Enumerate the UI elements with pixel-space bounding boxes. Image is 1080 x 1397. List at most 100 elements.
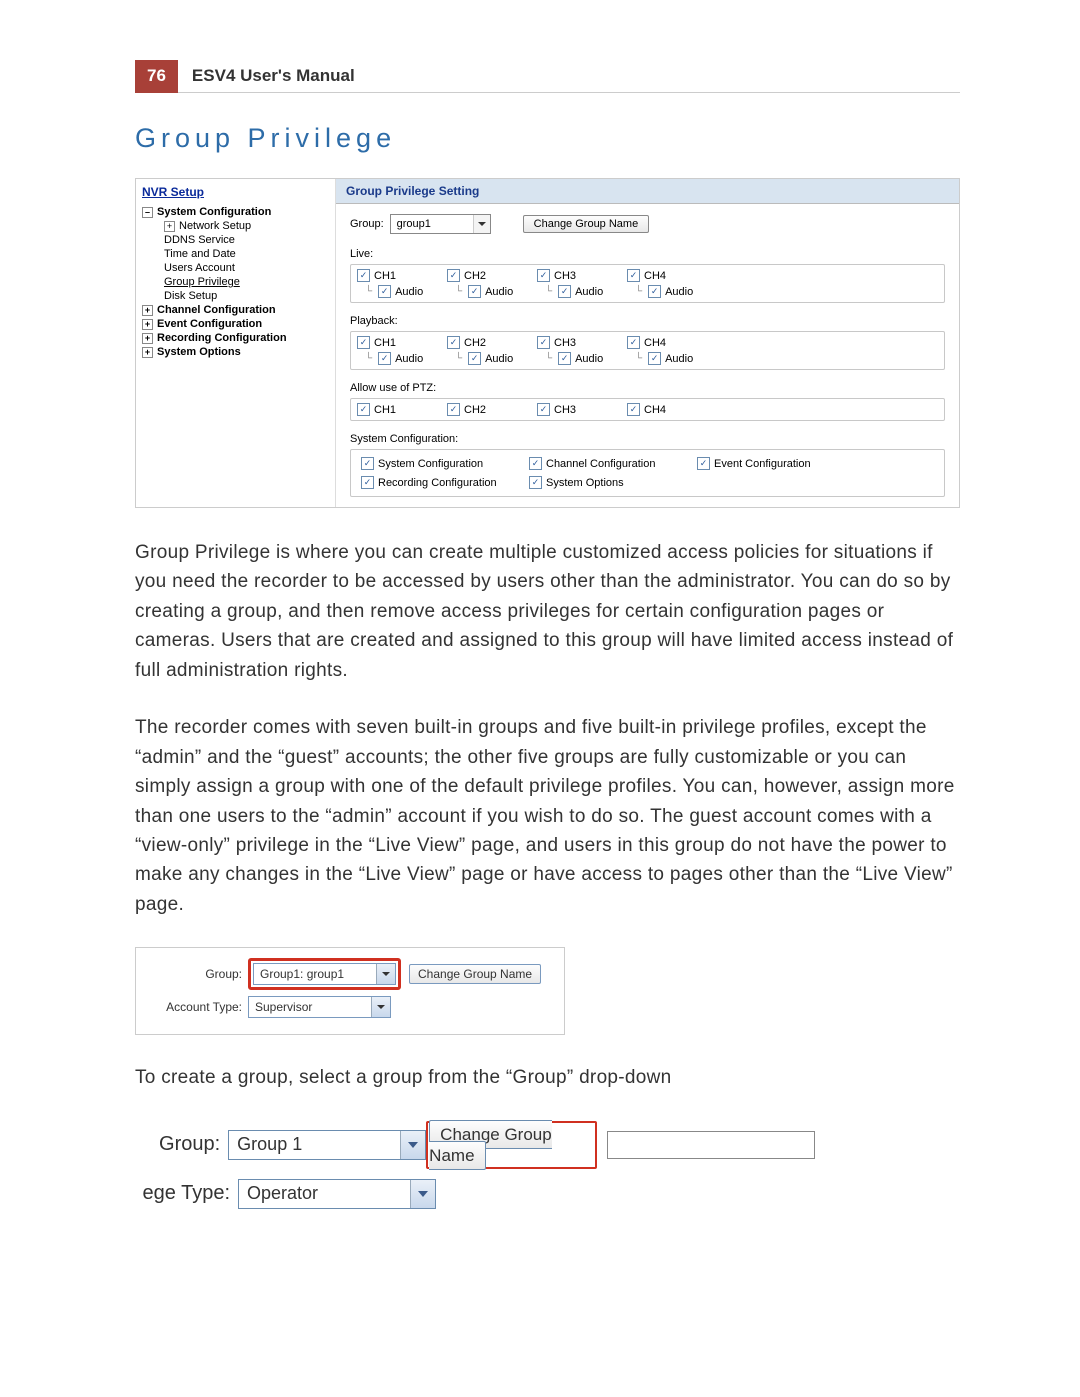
channel-checkbox[interactable]: ✓CH1 — [357, 269, 447, 282]
live-label: Live: — [350, 248, 945, 260]
checkbox-icon: ✓ — [627, 269, 640, 282]
checkbox-icon: ✓ — [537, 269, 550, 282]
highlight-box: Group1: group1 — [248, 958, 401, 990]
chevron-down-icon[interactable] — [410, 1180, 435, 1208]
audio-checkbox[interactable]: └✓Audio — [447, 352, 537, 365]
checkbox-icon: ✓ — [627, 336, 640, 349]
change-group-name-button[interactable]: Change Group Name — [523, 215, 650, 233]
chevron-down-icon[interactable] — [473, 215, 490, 233]
sysconf-checkbox[interactable]: ✓System Configuration — [357, 454, 525, 473]
sysconf-checkbox[interactable]: ✓Channel Configuration — [525, 454, 693, 473]
tree-item[interactable]: +Network Setup — [142, 219, 327, 233]
playback-label: Playback: — [350, 315, 945, 327]
ptz-label: Allow use of PTZ: — [350, 382, 945, 394]
collapse-icon[interactable]: – — [142, 207, 153, 218]
checkbox-icon: ✓ — [447, 403, 460, 416]
audio-checkbox[interactable]: └✓Audio — [447, 285, 537, 298]
checkbox-icon: ✓ — [537, 336, 550, 349]
checkbox-icon: ✓ — [357, 269, 370, 282]
playback-channel-grid: ✓CH1└✓Audio✓CH2└✓Audio✓CH3└✓Audio✓CH4└✓A… — [350, 331, 945, 370]
tree-item[interactable]: Group Privilege — [142, 275, 327, 289]
group-label: Group: — [350, 218, 384, 230]
group-label: Group: — [150, 967, 248, 981]
audio-checkbox[interactable]: └✓Audio — [627, 352, 717, 365]
audio-checkbox[interactable]: └✓Audio — [627, 285, 717, 298]
channel-checkbox[interactable]: ✓CH1 — [357, 336, 447, 349]
paragraph-2: The recorder comes with seven built-in g… — [135, 713, 960, 919]
page-number: 76 — [135, 60, 178, 93]
section-title: Group Privilege — [135, 123, 960, 154]
audio-checkbox[interactable]: └✓Audio — [357, 285, 447, 298]
channel-checkbox[interactable]: ✓CH2 — [447, 269, 537, 282]
expand-icon[interactable]: + — [142, 319, 153, 330]
page-header: 76 ESV4 User's Manual — [135, 60, 960, 93]
channel-checkbox[interactable]: ✓CH3 — [537, 403, 627, 416]
change-group-name-button[interactable]: Change Group Name — [429, 1120, 552, 1170]
checkbox-icon: ✓ — [447, 336, 460, 349]
checkbox-icon: ✓ — [361, 457, 374, 470]
channel-checkbox[interactable]: ✓CH3 — [537, 336, 627, 349]
sysconf-checkbox[interactable]: ✓System Options — [525, 473, 693, 492]
change-group-name-button[interactable]: Change Group Name — [409, 964, 541, 984]
screenshot-group-dropdown-highlight: Group: Group1: group1 Change Group Name … — [135, 947, 565, 1035]
audio-checkbox[interactable]: └✓Audio — [537, 285, 627, 298]
group-dropdown[interactable]: group1 — [390, 214, 491, 234]
privilege-type-label: ege Type: — [135, 1182, 238, 1205]
checkbox-icon: ✓ — [378, 285, 391, 298]
channel-checkbox[interactable]: ✓CH2 — [447, 403, 537, 416]
chevron-down-icon[interactable] — [400, 1131, 425, 1159]
checkbox-icon: ✓ — [447, 269, 460, 282]
expand-icon[interactable]: + — [142, 305, 153, 316]
tree-item[interactable]: +System Options — [142, 345, 327, 359]
expand-icon[interactable]: + — [142, 347, 153, 358]
manual-title: ESV4 User's Manual — [178, 60, 960, 93]
tree-item[interactable]: Users Account — [142, 261, 327, 275]
panel-title: Group Privilege Setting — [336, 179, 959, 204]
ptz-channel-grid: ✓CH1✓CH2✓CH3✓CH4 — [350, 398, 945, 421]
tree-root-system-config[interactable]: –System Configuration — [142, 205, 327, 219]
checkbox-icon: ✓ — [697, 457, 710, 470]
checkbox-icon: ✓ — [537, 403, 550, 416]
expand-icon[interactable]: + — [164, 221, 175, 232]
checkbox-icon: ✓ — [529, 476, 542, 489]
group-dropdown[interactable]: Group 1 — [228, 1130, 426, 1160]
sysconf-checkbox[interactable]: ✓Recording Configuration — [357, 473, 525, 492]
channel-checkbox[interactable]: ✓CH3 — [537, 269, 627, 282]
audio-checkbox[interactable]: └✓Audio — [357, 352, 447, 365]
nav-tree: NVR Setup –System Configuration +Network… — [136, 179, 336, 507]
checkbox-icon: ✓ — [468, 352, 481, 365]
checkbox-icon: ✓ — [558, 352, 571, 365]
nav-title[interactable]: NVR Setup — [142, 185, 327, 199]
channel-checkbox[interactable]: ✓CH2 — [447, 336, 537, 349]
group-name-input[interactable] — [607, 1131, 815, 1159]
tree-item[interactable]: +Channel Configuration — [142, 303, 327, 317]
group-label: Group: — [135, 1133, 228, 1156]
paragraph-3: To create a group, select a group from t… — [135, 1063, 960, 1092]
sysconf-checkbox[interactable]: ✓Event Configuration — [693, 454, 851, 473]
checkbox-icon: ✓ — [468, 285, 481, 298]
checkbox-icon: ✓ — [357, 336, 370, 349]
chevron-down-icon[interactable] — [376, 964, 395, 984]
channel-checkbox[interactable]: ✓CH4 — [627, 403, 717, 416]
paragraph-1: Group Privilege is where you can create … — [135, 538, 960, 685]
tree-item[interactable]: +Event Configuration — [142, 317, 327, 331]
account-type-dropdown[interactable]: Supervisor — [248, 996, 391, 1018]
channel-checkbox[interactable]: ✓CH4 — [627, 269, 717, 282]
channel-checkbox[interactable]: ✓CH1 — [357, 403, 447, 416]
sysconf-label: System Configuration: — [350, 433, 945, 445]
channel-checkbox[interactable]: ✓CH4 — [627, 336, 717, 349]
settings-panel: Group Privilege Setting Group: group1 Ch… — [336, 179, 959, 507]
sysconf-grid: ✓System Configuration✓Channel Configurat… — [350, 449, 945, 497]
group-dropdown[interactable]: Group1: group1 — [253, 963, 396, 985]
expand-icon[interactable]: + — [142, 333, 153, 344]
tree-item[interactable]: Disk Setup — [142, 289, 327, 303]
tree-item[interactable]: DDNS Service — [142, 233, 327, 247]
privilege-type-dropdown[interactable]: Operator — [238, 1179, 436, 1209]
chevron-down-icon[interactable] — [371, 997, 390, 1017]
checkbox-icon: ✓ — [627, 403, 640, 416]
tree-item[interactable]: +Recording Configuration — [142, 331, 327, 345]
tree-item[interactable]: Time and Date — [142, 247, 327, 261]
live-channel-grid: ✓CH1└✓Audio✓CH2└✓Audio✓CH3└✓Audio✓CH4└✓A… — [350, 264, 945, 303]
checkbox-icon: ✓ — [648, 285, 661, 298]
audio-checkbox[interactable]: └✓Audio — [537, 352, 627, 365]
